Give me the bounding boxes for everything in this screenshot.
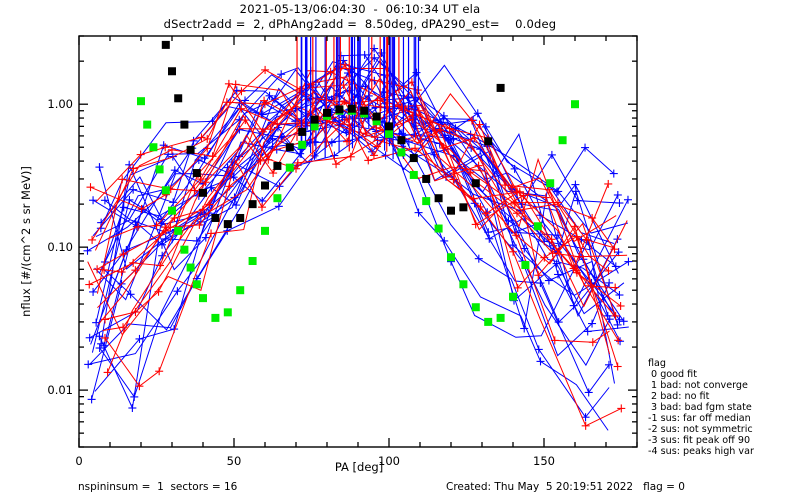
footer-spin-info: nspininsum = 1 sectors = 16	[78, 481, 238, 493]
legend-item-2: 2 bad: no fit	[648, 391, 710, 402]
fit-curves-group	[137, 40, 579, 326]
legend-item-5: -2 sus: not symmetric	[648, 424, 753, 435]
legend-item-4: -1 sus: far off median	[648, 413, 751, 424]
legend-item-6: -3 sus: fit peak off 90	[648, 435, 751, 446]
legend-item-7: -4 sus: peaks high var	[648, 446, 754, 457]
measured-trace	[88, 118, 615, 384]
y-tick-label: 1.00	[47, 97, 73, 111]
flag-legend: flag 0 good fit 1 bad: not converge 2 ba…	[648, 358, 754, 457]
footer-created-info: Created: Thu May 5 20:19:51 2022 flag = …	[446, 481, 685, 493]
measured-trace	[100, 95, 615, 333]
x-tick-label: 50	[227, 454, 242, 468]
x-tick-label: 100	[378, 454, 400, 468]
y-axis-label: nflux [#/(cm^2 s sr MeV)]	[19, 166, 33, 317]
legend-title: flag	[648, 358, 667, 369]
plot-title-line1: 2021-05-13/06:04:30 - 06:10:34 UT ela	[239, 2, 481, 16]
fit-black-dashed	[161, 40, 505, 229]
legend-item-1: 1 bad: not converge	[648, 380, 748, 391]
data-traces-group	[83, 37, 633, 431]
y-tick-label: 0.01	[47, 383, 73, 397]
measured-trace	[91, 62, 633, 353]
legend-item-0: 0 good fit	[648, 369, 697, 380]
x-tick-label: 150	[533, 454, 555, 468]
y-tick-label: 0.10	[47, 240, 73, 254]
measured-trace	[95, 86, 625, 413]
plot-title-line2: dSectr2add = 2, dPhAng2add = 8.50deg, dP…	[163, 17, 557, 31]
measured-trace	[87, 108, 622, 371]
measured-trace	[100, 64, 626, 430]
x-axis-label: PA [deg]	[334, 460, 384, 474]
axes-group: 0 50 100 150 1.00 0.10 0.01 nflux [#/(cm^2 s sr…	[19, 35, 638, 468]
fit-green-dashed	[137, 97, 579, 326]
legend-item-3: 3 bad: bad fgm state	[648, 402, 752, 413]
x-tick-label: 0	[75, 454, 82, 468]
